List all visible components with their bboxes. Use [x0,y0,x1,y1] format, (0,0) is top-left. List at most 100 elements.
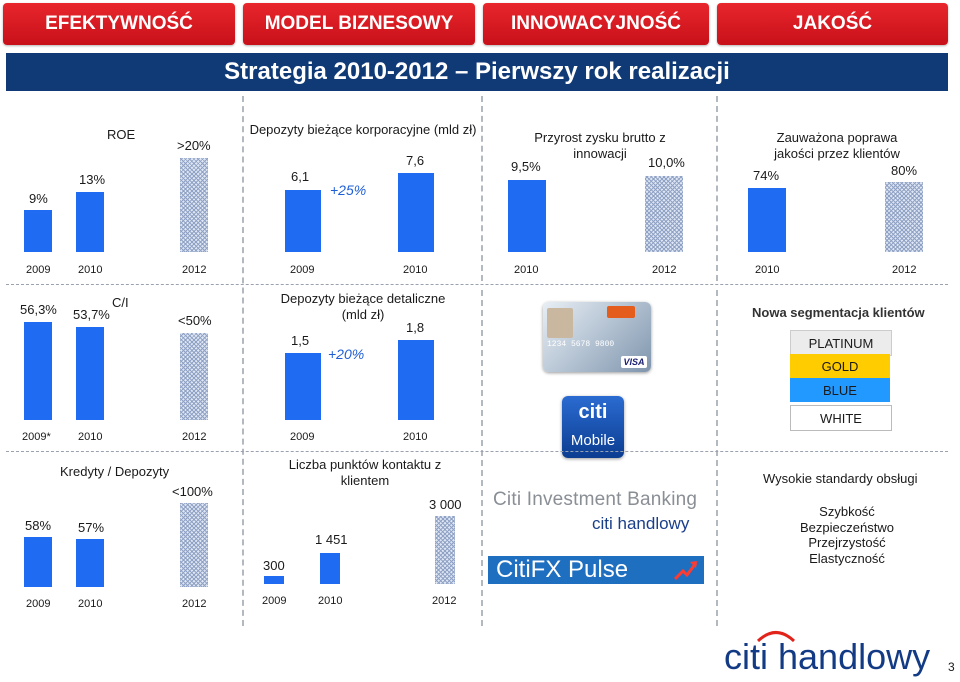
bar-value: 1 451 [315,532,348,547]
growth-label: +25% [330,182,367,198]
citifx-pulse-logo: CitiFX Pulse [488,556,704,584]
logo-text: Mobile [570,432,616,449]
bar-2010 [748,188,786,252]
tab-label: EFEKTYWNOŚĆ [45,13,193,34]
segment-white: WHITE [790,405,892,431]
bar-2009 [285,190,321,252]
growth-label: +20% [328,346,365,362]
bar-value: 7,6 [406,153,425,168]
logo-text: citi [578,401,608,423]
tab-efektywnosc[interactable]: EFEKTYWNOŚĆ [3,3,235,45]
column-divider [716,96,718,281]
tab-innowacyjnosc[interactable]: INNOWACYJNOŚĆ [483,3,709,45]
bar-value: <100% [172,484,213,499]
bar-2012-target [180,333,208,420]
segment-blue: BLUE [790,378,890,402]
year-label: 2010 [403,431,428,443]
bar-value: 57% [78,520,105,535]
logo-text: citi handlowy [724,636,931,677]
row-divider [6,451,948,452]
citi-handlowy-small-logo: citi handlowy [592,514,690,533]
year-label: 2009 [290,264,315,276]
year-label: 2009 [262,595,287,607]
bar-2009 [24,322,52,420]
tab-label: INNOWACYJNOŚĆ [511,13,681,34]
bar-2009 [285,353,321,420]
bar-value: 56,3% [20,302,57,317]
bar-value: 9% [29,191,48,206]
service-item: Szybkość [819,504,875,519]
segment-platinum: PLATINUM [790,330,892,356]
year-label: 2010 [78,264,103,276]
bar-2010 [508,180,546,252]
bar-2012-target [180,158,208,252]
year-label: 2012 [892,264,917,276]
year-label: 2009 [26,264,51,276]
tab-label: MODEL BIZNESOWY [264,13,454,34]
bar-value: 3 000 [429,497,462,512]
visa-logo: VISA [621,356,647,368]
year-label: 2010 [403,264,428,276]
bar-value: 9,5% [511,159,541,174]
bar-2012-target [885,182,923,252]
column-divider [242,96,244,626]
bar-2012-target [645,176,683,252]
chart-title: Przyrost zysku brutto z innowacji [534,130,666,161]
column-divider [716,290,718,626]
column-divider [481,96,483,281]
bar-value: 74% [753,168,780,183]
segmentation-title: Nowa segmentacja klientów [752,305,925,320]
bar-2009 [264,576,284,584]
year-label: 2009* [22,431,51,443]
page-number: 3 [948,660,955,674]
bar-2009 [24,537,52,587]
bar-value: 53,7% [73,307,110,322]
bar-2009 [24,210,52,252]
tab-model-biznesowy[interactable]: MODEL BIZNESOWY [243,3,475,45]
bar-2010 [76,539,104,587]
year-label: 2009 [26,598,51,610]
bar-2010 [398,340,434,420]
chart-title: Kredyty / Depozyty [60,464,170,479]
bar-2012-target [435,516,455,584]
card-number: 1234 5678 9800 [547,340,615,349]
bar-value: 13% [79,172,106,187]
chart-title: Depozyty bieżące detaliczne (mld zł) [280,291,446,322]
service-item: Bezpieczeństwo [800,520,894,535]
year-label: 2010 [755,264,780,276]
citi-mobile-logo: citi Mobile [562,396,624,458]
bar-value: >20% [177,138,211,153]
page-title-text: Strategia 2010-2012 – Pierwszy rok reali… [224,58,730,85]
year-label: 2012 [652,264,677,276]
bar-value: 80% [891,163,918,178]
logo-text: CitiFX Pulse [496,556,629,583]
citi-arc-icon [756,631,796,642]
year-label: 2010 [78,431,103,443]
bar-value: <50% [178,313,212,328]
bar-value: 1,5 [291,333,310,348]
chart-title: Liczba punktów kontaktu z klientem [288,457,442,488]
service-title: Wysokie standardy obsługi [763,471,918,486]
service-item: Elastyczność [809,551,885,566]
tab-jakosc[interactable]: JAKOŚĆ [717,3,948,45]
year-label: 2012 [182,264,207,276]
chart-title: Zauważona poprawa jakości przez klientów [774,130,900,161]
year-label: 2009 [290,431,315,443]
column-divider [481,290,483,626]
year-label: 2010 [318,595,343,607]
tab-label: JAKOŚĆ [792,13,873,34]
year-label: 2012 [182,598,207,610]
bar-value: 58% [25,518,52,533]
page-title: Strategia 2010-2012 – Pierwszy rok reali… [6,53,948,91]
pulse-arrow-icon [674,561,698,581]
bar-2010 [320,553,340,584]
card-logo [607,306,635,318]
bar-2010 [76,192,104,252]
credit-card-image: 1234 5678 9800 VISA [543,302,651,372]
service-item: Przejrzystość [808,535,886,550]
card-photo [547,308,573,338]
chart-title: Depozyty bieżące korporacyjne (mld zł) [249,122,477,137]
chart-title: ROE [107,127,136,142]
bar-value: 6,1 [291,169,310,184]
citi-investment-banking-logo: Citi Investment Banking [493,489,698,510]
